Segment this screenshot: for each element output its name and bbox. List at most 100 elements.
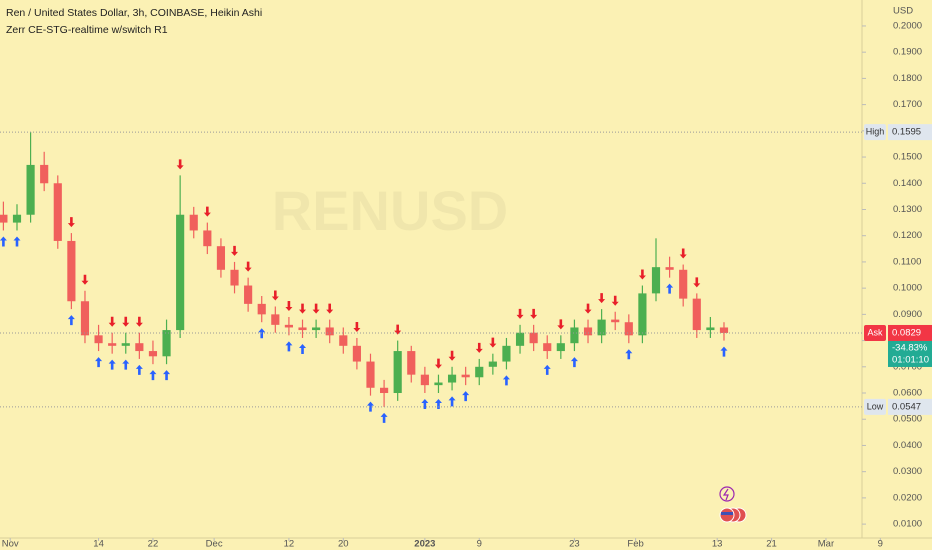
- x-tick-label: Feb: [627, 539, 643, 550]
- x-tick-label: 9: [878, 539, 883, 550]
- buy-arrow: [434, 399, 442, 410]
- y-tick-label: 0.1200: [893, 230, 922, 241]
- x-tick-label: 2023: [414, 539, 435, 550]
- buy-arrow: [67, 315, 75, 326]
- y-tick-label: 0.1400: [893, 178, 922, 189]
- candle-body: [203, 230, 212, 247]
- sell-arrow: [176, 159, 184, 170]
- candle-body: [624, 322, 633, 336]
- candle-body: [12, 214, 22, 223]
- sell-arrow: [434, 358, 442, 369]
- sell-arrow: [108, 316, 116, 327]
- sell-arrow: [353, 321, 361, 332]
- price-line-label: Ask: [867, 327, 883, 337]
- candle-body: [257, 303, 266, 315]
- x-tick-label: Nov: [2, 539, 19, 550]
- buy-arrow: [421, 399, 429, 410]
- buy-arrow: [95, 357, 103, 368]
- y-tick-label: 0.0300: [893, 466, 922, 477]
- price-line-label: High: [866, 127, 885, 137]
- candle-body: [162, 330, 171, 357]
- sell-arrow: [299, 303, 307, 314]
- x-tick-label: Dec: [206, 539, 223, 550]
- sell-arrow: [67, 217, 75, 228]
- sell-arrow: [81, 274, 89, 285]
- buy-arrow: [135, 364, 143, 375]
- price-line-value-box: [888, 124, 932, 141]
- chart-title: Ren / United States Dollar, 3h, COINBASE…: [6, 7, 262, 19]
- sell-arrow: [271, 290, 279, 301]
- candle-body: [719, 327, 729, 333]
- candle-body: [26, 164, 35, 215]
- candle-body: [665, 267, 674, 270]
- candle-body: [67, 240, 76, 302]
- sell-arrow: [638, 269, 646, 280]
- candle-body: [543, 343, 552, 352]
- buy-arrow: [366, 401, 374, 412]
- candle-body: [651, 267, 661, 294]
- buy-arrow: [163, 370, 171, 381]
- x-tick-label: 23: [569, 539, 580, 550]
- sell-arrow: [584, 303, 592, 314]
- lightning-icon[interactable]: [719, 486, 735, 502]
- sell-arrow: [530, 308, 538, 319]
- candle-body: [638, 293, 647, 336]
- sell-arrow: [312, 303, 320, 314]
- candle-body: [80, 301, 90, 336]
- price-line-value: 0.0829: [892, 327, 921, 338]
- candle-body: [352, 345, 361, 362]
- buy-arrow: [13, 236, 21, 247]
- currency-label: USD: [893, 6, 913, 17]
- candle-body: [298, 327, 307, 331]
- y-tick-label: 0.1000: [893, 283, 922, 294]
- buy-arrow: [666, 283, 674, 294]
- candle-body: [529, 332, 538, 344]
- buy-arrow: [380, 412, 388, 423]
- countdown: 01:01:10: [892, 354, 929, 365]
- sell-arrow: [203, 206, 211, 217]
- sell-arrow: [285, 300, 293, 311]
- y-tick-label: 0.1500: [893, 152, 922, 163]
- candle-body: [312, 327, 321, 331]
- x-tick-label: 9: [477, 539, 482, 550]
- x-tick-label: 22: [148, 539, 159, 550]
- buy-arrow: [448, 396, 456, 407]
- x-tick-label: 14: [93, 539, 104, 550]
- price-line-value: 0.1595: [892, 127, 921, 138]
- flag-stripe: [721, 512, 733, 515]
- price-line-tag: [864, 124, 886, 141]
- candle-body: [380, 387, 389, 394]
- candle-body: [706, 327, 715, 331]
- buy-arrow: [0, 236, 7, 247]
- candle-body: [216, 246, 226, 270]
- price-line-tag: [864, 324, 886, 341]
- price-line-value-box: [888, 324, 932, 341]
- sell-arrow: [231, 245, 239, 256]
- y-tick-label: 0.0400: [893, 440, 922, 451]
- buy-arrow: [108, 359, 116, 370]
- candle-body: [244, 285, 253, 304]
- event-icons[interactable]: [719, 486, 747, 523]
- x-tick-label: 20: [338, 539, 349, 550]
- sell-arrow: [489, 337, 497, 348]
- candle-body: [135, 343, 144, 352]
- candle-body: [488, 361, 497, 367]
- candle-body: [502, 345, 511, 362]
- sell-arrow: [122, 316, 130, 327]
- candle-body: [434, 382, 443, 386]
- candle-body: [692, 298, 701, 331]
- candle-body: [461, 374, 470, 378]
- candle-body: [679, 269, 688, 299]
- candle-body: [447, 374, 457, 383]
- price-line-value: 0.0547: [892, 401, 921, 412]
- candle-body: [53, 183, 62, 241]
- y-tick-label: 0.1900: [893, 47, 922, 58]
- buy-arrow: [299, 343, 307, 354]
- sell-arrow: [611, 295, 619, 306]
- x-tick-label: 13: [712, 539, 723, 550]
- sell-arrow: [475, 342, 483, 353]
- candle-body: [407, 351, 416, 375]
- price-line-label: Low: [867, 401, 884, 411]
- candle-body: [393, 351, 402, 394]
- lightning-glyph: [722, 488, 729, 501]
